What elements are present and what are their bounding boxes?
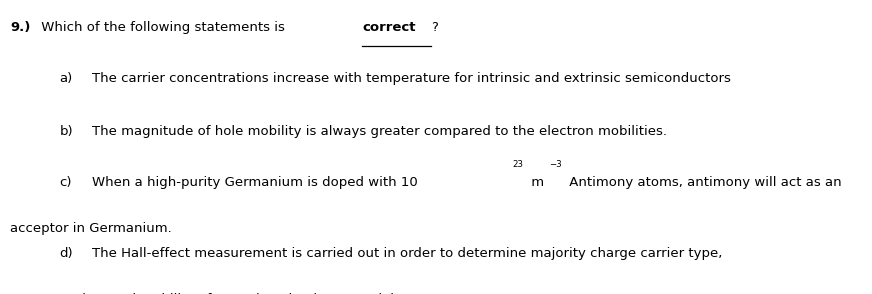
Text: b): b) xyxy=(59,125,73,138)
Text: 9.): 9.) xyxy=(10,21,31,34)
Text: ?: ? xyxy=(431,21,438,34)
Text: a): a) xyxy=(59,72,72,85)
Text: 23: 23 xyxy=(513,160,524,169)
Text: The Hall-effect measurement is carried out in order to determine majority charge: The Hall-effect measurement is carried o… xyxy=(92,247,723,260)
Text: The magnitude of hole mobility is always greater compared to the electron mobili: The magnitude of hole mobility is always… xyxy=(92,125,667,138)
Text: acceptor in Germanium.: acceptor in Germanium. xyxy=(10,222,172,235)
Text: d): d) xyxy=(59,247,73,260)
Text: When a high-purity Germanium is doped with 10: When a high-purity Germanium is doped wi… xyxy=(92,176,419,189)
Text: correct: correct xyxy=(362,21,416,34)
Text: concentration, and mobility of a semiconducting material.: concentration, and mobility of a semicon… xyxy=(10,293,399,294)
Text: Which of the following statements is: Which of the following statements is xyxy=(37,21,289,34)
Text: Antimony atoms, antimony will act as an: Antimony atoms, antimony will act as an xyxy=(566,176,842,189)
Text: The carrier concentrations increase with temperature for intrinsic and extrinsic: The carrier concentrations increase with… xyxy=(92,72,732,85)
Text: m: m xyxy=(527,176,544,189)
Text: −3: −3 xyxy=(549,160,562,169)
Text: c): c) xyxy=(59,176,72,189)
